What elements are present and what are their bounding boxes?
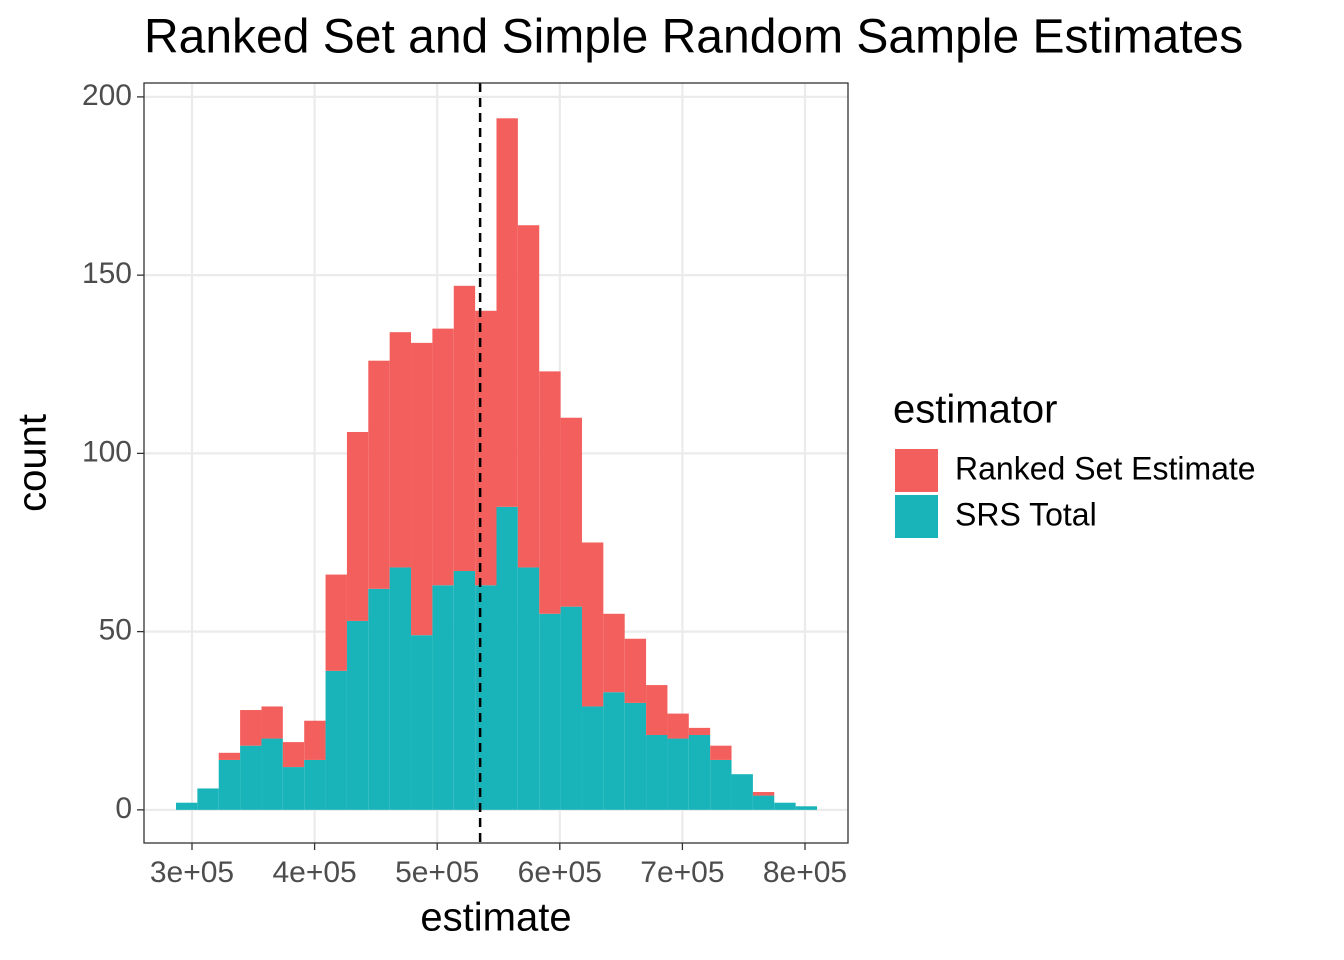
histogram-bar xyxy=(432,585,454,810)
histogram-bar xyxy=(539,371,561,614)
histogram-bar xyxy=(774,802,796,810)
x-tick-label: 7e+05 xyxy=(640,856,724,889)
histogram-bar xyxy=(218,752,241,760)
histogram-bar xyxy=(197,788,219,810)
legend-key xyxy=(895,449,938,492)
y-tick-label: 0 xyxy=(115,792,132,825)
histogram-bar xyxy=(624,638,647,703)
histogram-bar xyxy=(646,685,668,735)
histogram-bar xyxy=(411,342,433,636)
histogram-bar xyxy=(368,360,390,589)
histogram-bar xyxy=(496,118,518,507)
legend-label: SRS Total xyxy=(955,496,1097,532)
y-tick-label: 150 xyxy=(82,257,132,290)
y-tick-label: 100 xyxy=(82,435,132,468)
histogram-bar xyxy=(389,567,412,810)
panel-border xyxy=(143,82,849,844)
histogram-bar xyxy=(624,702,647,810)
histogram-bar xyxy=(496,506,518,810)
legend-label: Ranked Set Estimate xyxy=(955,450,1256,486)
histogram-bar xyxy=(240,710,262,746)
histogram-bar xyxy=(261,706,283,739)
x-tick-label: 4e+05 xyxy=(272,856,356,889)
legend-title: estimator xyxy=(893,388,1058,432)
y-axis-label: count xyxy=(11,414,55,512)
histogram-bar xyxy=(346,620,369,810)
histogram-bar xyxy=(603,692,625,810)
histogram-bar xyxy=(240,745,262,810)
histogram-bar xyxy=(368,588,390,810)
histogram-bar xyxy=(539,613,561,810)
histogram-bar xyxy=(304,720,326,760)
histogram-bar xyxy=(304,759,326,810)
histogram-bar xyxy=(432,328,454,586)
histogram-bar xyxy=(560,417,582,607)
chart-title: Ranked Set and Simple Random Sample Esti… xyxy=(144,11,1243,64)
x-tick-label: 3e+05 xyxy=(150,856,234,889)
x-tick-label: 6e+05 xyxy=(518,856,602,889)
y-tick-label: 200 xyxy=(82,79,132,112)
histogram-bar xyxy=(667,713,689,739)
histogram-bar xyxy=(646,734,668,810)
histogram-bar xyxy=(795,806,818,810)
histogram-bar xyxy=(346,431,369,621)
histogram-bar xyxy=(581,706,604,810)
histogram-bar xyxy=(411,635,433,810)
histogram-bar xyxy=(710,759,732,810)
histogram-bar xyxy=(731,774,753,810)
histogram-bar xyxy=(282,767,305,810)
histogram-bar xyxy=(603,613,625,693)
histogram-bar xyxy=(282,742,305,768)
histogram-bar xyxy=(688,727,711,735)
histogram-bar xyxy=(261,738,283,810)
x-tick-label: 5e+05 xyxy=(395,856,479,889)
legend-key xyxy=(895,495,938,538)
histogram-bar xyxy=(752,792,775,796)
x-axis-label: estimate xyxy=(420,896,571,940)
histogram-bar xyxy=(175,802,198,810)
histogram-bar xyxy=(517,567,540,810)
histogram-bar xyxy=(453,571,476,810)
histogram-bar xyxy=(581,542,604,707)
x-tick-label: 8e+05 xyxy=(763,856,847,889)
histogram-bar xyxy=(752,795,775,810)
histogram-bar xyxy=(475,585,497,810)
histogram-bar xyxy=(453,285,476,572)
histogram-bar xyxy=(667,738,689,810)
histogram-bar xyxy=(218,759,241,810)
histogram-bar xyxy=(475,310,497,586)
histogram-bar xyxy=(325,670,347,810)
histogram-bar xyxy=(688,734,711,810)
histogram-bar xyxy=(517,225,540,568)
histogram-bar xyxy=(560,606,582,810)
histogram-bar xyxy=(710,745,732,760)
histogram-bar xyxy=(389,332,412,568)
y-tick-label: 50 xyxy=(99,614,132,647)
histogram-bar xyxy=(325,574,347,671)
